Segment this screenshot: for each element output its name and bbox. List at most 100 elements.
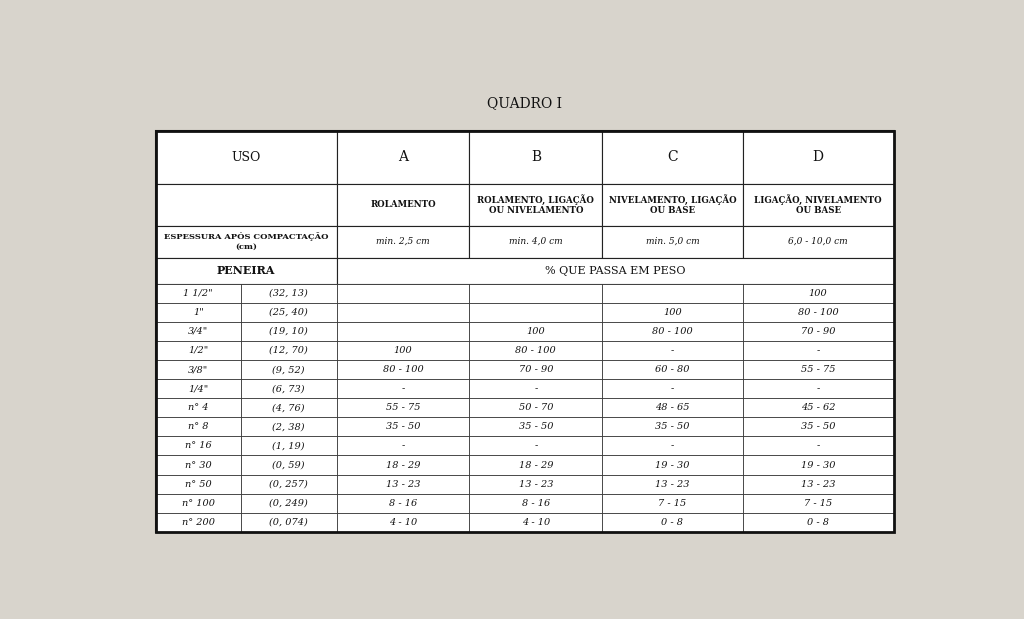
Bar (602, 456, 742, 475)
Bar (337, 322, 469, 341)
Bar (241, 360, 337, 379)
Bar (742, 436, 894, 456)
Bar (469, 131, 602, 183)
Text: 1 1/2": 1 1/2" (183, 288, 213, 298)
Bar (337, 494, 469, 513)
Text: (25, 40): (25, 40) (269, 308, 308, 317)
Bar (156, 436, 241, 456)
Text: ROLAMENTO, LIGAÇÃO
OU NIVELAMENTO: ROLAMENTO, LIGAÇÃO OU NIVELAMENTO (477, 194, 594, 215)
Bar (156, 183, 337, 225)
Bar (156, 303, 241, 322)
Text: 1/2": 1/2" (188, 346, 208, 355)
Text: (4, 76): (4, 76) (272, 403, 305, 412)
Bar (337, 303, 469, 322)
Bar (602, 513, 742, 532)
Text: n° 8: n° 8 (188, 422, 209, 431)
Text: ESPESSURA APÓS COMPACTAÇÃO
(cm): ESPESSURA APÓS COMPACTAÇÃO (cm) (164, 233, 329, 251)
Bar (469, 360, 602, 379)
Text: -: - (401, 384, 404, 393)
Text: n° 4: n° 4 (188, 403, 209, 412)
Bar (241, 513, 337, 532)
Text: USO: USO (231, 151, 261, 164)
Bar (602, 436, 742, 456)
Bar (602, 131, 742, 183)
Bar (241, 379, 337, 398)
Text: min. 4,0 cm: min. 4,0 cm (509, 237, 562, 246)
Bar (337, 341, 469, 360)
Bar (742, 322, 894, 341)
Bar (156, 322, 241, 341)
Bar (337, 475, 469, 494)
Text: 35 - 50: 35 - 50 (386, 422, 420, 431)
Bar (156, 360, 241, 379)
Text: 7 - 15: 7 - 15 (658, 499, 686, 508)
Bar (337, 417, 469, 436)
Bar (241, 284, 337, 303)
Bar (156, 258, 337, 284)
Bar (602, 225, 742, 258)
Bar (156, 284, 241, 303)
Text: C: C (667, 150, 678, 165)
Bar (337, 379, 469, 398)
Bar (337, 258, 894, 284)
Text: (6, 73): (6, 73) (272, 384, 305, 393)
Text: 4 - 10: 4 - 10 (522, 518, 550, 527)
Text: 55 - 75: 55 - 75 (386, 403, 420, 412)
Bar (742, 183, 894, 225)
Text: n° 50: n° 50 (185, 480, 212, 488)
Bar (602, 322, 742, 341)
Bar (156, 225, 337, 258)
Text: -: - (816, 346, 820, 355)
Text: -: - (671, 441, 674, 451)
Text: 8 - 16: 8 - 16 (522, 499, 550, 508)
Text: (32, 13): (32, 13) (269, 288, 308, 298)
Bar (156, 398, 241, 417)
Text: 13 - 23: 13 - 23 (801, 480, 836, 488)
Text: 18 - 29: 18 - 29 (386, 461, 420, 470)
Text: 50 - 70: 50 - 70 (518, 403, 553, 412)
Text: 80 - 100: 80 - 100 (383, 365, 423, 374)
Bar (337, 360, 469, 379)
Bar (469, 417, 602, 436)
Text: -: - (816, 441, 820, 451)
Text: PENEIRA: PENEIRA (217, 265, 275, 276)
Text: 7 - 15: 7 - 15 (804, 499, 833, 508)
Text: 70 - 90: 70 - 90 (801, 327, 836, 336)
Text: 80 - 100: 80 - 100 (798, 308, 839, 317)
Text: 100: 100 (663, 308, 682, 317)
Bar (469, 225, 602, 258)
Text: 80 - 100: 80 - 100 (652, 327, 693, 336)
Text: NIVELAMENTO, LIGAÇÃO
OU BASE: NIVELAMENTO, LIGAÇÃO OU BASE (608, 194, 736, 215)
Bar (742, 456, 894, 475)
Text: 100: 100 (526, 327, 545, 336)
Bar (241, 494, 337, 513)
Bar (469, 513, 602, 532)
Text: -: - (671, 346, 674, 355)
Bar (742, 513, 894, 532)
Bar (241, 322, 337, 341)
Text: % QUE PASSA EM PESO: % QUE PASSA EM PESO (545, 266, 685, 275)
Bar (156, 379, 241, 398)
Bar (337, 131, 469, 183)
Bar (241, 417, 337, 436)
Bar (469, 475, 602, 494)
Bar (337, 456, 469, 475)
Bar (742, 131, 894, 183)
Text: 4 - 10: 4 - 10 (389, 518, 417, 527)
Bar (156, 456, 241, 475)
Text: 0 - 8: 0 - 8 (662, 518, 683, 527)
Text: 13 - 23: 13 - 23 (655, 480, 689, 488)
Bar (602, 183, 742, 225)
Bar (469, 303, 602, 322)
Bar (469, 379, 602, 398)
Bar (602, 494, 742, 513)
Text: -: - (535, 384, 538, 393)
Text: -: - (535, 441, 538, 451)
Bar (742, 494, 894, 513)
Text: ROLAMENTO: ROLAMENTO (371, 200, 436, 209)
Text: 19 - 30: 19 - 30 (655, 461, 689, 470)
Text: 100: 100 (393, 346, 413, 355)
Text: 100: 100 (809, 288, 827, 298)
Text: (2, 38): (2, 38) (272, 422, 305, 431)
Bar (602, 475, 742, 494)
